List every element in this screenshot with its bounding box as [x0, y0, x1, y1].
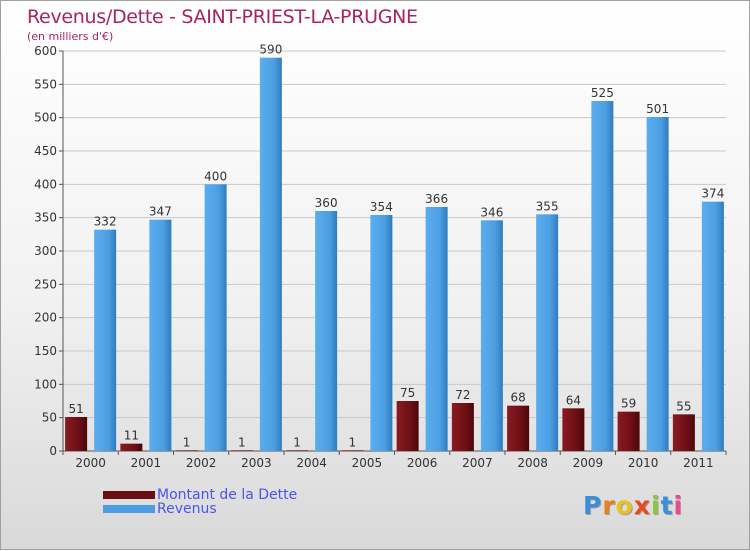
x-tick-label: 2010	[628, 456, 659, 470]
y-tick-label: 600	[34, 44, 57, 58]
legend-swatch-dette	[103, 491, 155, 499]
bar-dette	[672, 414, 695, 451]
x-tick-label: 2005	[352, 456, 383, 470]
data-label-dette: 1	[349, 435, 357, 449]
y-tick-label: 50	[42, 411, 57, 425]
x-tick-label: 2011	[683, 456, 714, 470]
chart-title: Revenus/Dette - SAINT-PRIEST-LA-PRUGNE	[27, 6, 418, 28]
logo-letter: o	[615, 491, 634, 520]
bar-dette	[396, 401, 419, 451]
data-label-dette: 1	[293, 435, 301, 449]
bar-dette	[175, 450, 198, 451]
data-label-revenus: 525	[591, 86, 614, 100]
bar-revenus	[701, 201, 724, 451]
bar-dette	[341, 450, 364, 451]
logo-letter: i	[673, 491, 684, 520]
y-tick-label: 0	[49, 444, 57, 458]
data-label-dette: 59	[621, 397, 636, 411]
data-label-revenus: 501	[646, 102, 669, 116]
bar-revenus	[646, 117, 669, 451]
data-label-revenus: 374	[701, 187, 724, 201]
chart-subtitle: (en milliers d'€)	[27, 30, 114, 43]
data-label-dette: 75	[400, 386, 415, 400]
x-tick-label: 2007	[462, 456, 493, 470]
legend-item-dette: Montant de la Dette	[103, 488, 297, 502]
logo-letter: P	[583, 491, 603, 520]
x-tick-label: 2006	[407, 456, 438, 470]
bar-dette	[65, 417, 88, 451]
bar-revenus	[370, 215, 393, 451]
legend-label-dette: Montant de la Dette	[157, 487, 298, 503]
data-label-dette: 1	[238, 435, 246, 449]
y-tick-label: 550	[34, 77, 57, 91]
data-label-revenus: 332	[94, 215, 117, 229]
data-label-dette: 11	[124, 429, 139, 443]
logo-letter: t	[660, 491, 674, 520]
bar-dette	[562, 408, 585, 451]
data-label-revenus: 366	[425, 192, 448, 206]
x-tick-label: 2000	[75, 456, 106, 470]
y-tick-label: 350	[34, 211, 57, 225]
bar-dette	[451, 403, 474, 451]
bar-revenus	[204, 184, 227, 452]
y-tick-label: 450	[34, 144, 57, 158]
legend-swatch-revenus	[103, 505, 155, 513]
bar-revenus	[94, 229, 117, 451]
legend-label-revenus: Revenus	[157, 501, 217, 517]
data-label-revenus: 346	[480, 205, 503, 219]
bar-revenus	[425, 207, 448, 451]
x-tick-label: 2003	[241, 456, 272, 470]
x-tick-label: 2008	[517, 456, 548, 470]
y-tick-label: 100	[34, 377, 57, 391]
data-label-revenus: 354	[370, 200, 393, 214]
bar-dette	[617, 411, 640, 451]
data-label-dette: 55	[676, 399, 691, 413]
data-label-revenus: 590	[259, 43, 282, 57]
logo-letter: i	[651, 491, 661, 520]
data-label-revenus: 400	[204, 169, 227, 183]
bar-revenus	[259, 57, 282, 452]
bar-revenus	[315, 211, 338, 451]
data-label-revenus: 347	[149, 205, 172, 219]
bar-dette	[230, 450, 253, 451]
y-tick-label: 400	[34, 177, 57, 191]
data-label-dette: 72	[455, 388, 470, 402]
y-tick-label: 500	[34, 111, 57, 125]
x-tick-label: 2001	[131, 456, 162, 470]
x-tick-label: 2004	[296, 456, 327, 470]
data-labels: 51 332 11 347 1 400 1 590 1 360 1 354 75 366 72 346 68 35…	[68, 43, 724, 450]
grid-lines	[63, 50, 726, 419]
legend-item-revenus: Revenus	[103, 502, 217, 516]
axes: 0 50 100 150 200 250 300 350 400 450 500 550 600 2000…	[34, 44, 727, 470]
data-label-revenus: 355	[536, 199, 559, 213]
proxiti-logo: Proxiti	[583, 491, 683, 520]
bars	[65, 57, 724, 452]
bar-dette	[120, 443, 143, 451]
data-label-dette: 68	[510, 391, 525, 405]
y-tick-label: 250	[34, 277, 57, 291]
y-tick-label: 200	[34, 311, 57, 325]
data-label-dette: 64	[566, 393, 581, 407]
x-tick-label: 2002	[186, 456, 217, 470]
data-label-revenus: 360	[315, 196, 338, 210]
bar-dette	[286, 450, 309, 451]
bar-dette	[507, 405, 530, 451]
bar-revenus	[149, 219, 172, 451]
y-tick-label: 150	[34, 344, 57, 358]
bar-revenus	[591, 101, 614, 451]
bar-revenus	[536, 214, 559, 451]
bar-revenus	[480, 220, 503, 451]
x-tick-label: 2009	[573, 456, 604, 470]
y-tick-label: 300	[34, 244, 57, 258]
logo-letter: x	[633, 491, 651, 520]
data-label-dette: 51	[68, 402, 83, 416]
data-label-dette: 1	[183, 435, 191, 449]
logo-letter: r	[602, 491, 616, 520]
